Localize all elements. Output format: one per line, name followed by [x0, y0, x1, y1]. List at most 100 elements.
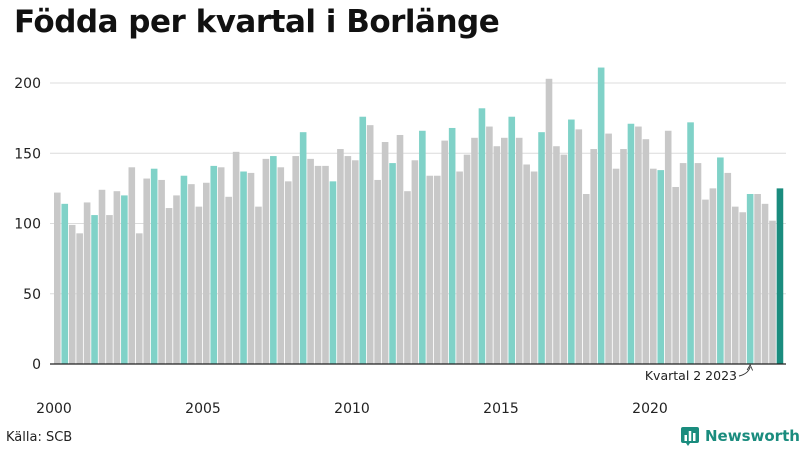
bar [419, 130, 426, 364]
bar [478, 108, 486, 364]
bar [150, 168, 158, 364]
source-note: Källa: SCB [6, 430, 73, 445]
bar [694, 163, 702, 364]
bar [739, 212, 746, 364]
bar [322, 165, 329, 364]
y-tick-label: 0 [32, 357, 41, 373]
bar [270, 156, 277, 364]
bar [374, 179, 381, 364]
bar [121, 195, 128, 364]
bar [575, 129, 583, 364]
bar [545, 78, 553, 364]
bar [91, 215, 98, 364]
bar [113, 191, 121, 364]
bar [396, 134, 404, 364]
bar [366, 125, 374, 365]
bar [486, 126, 493, 365]
annotation-arrowhead [746, 364, 754, 371]
bar [352, 160, 359, 364]
bar [568, 119, 575, 364]
bar [203, 182, 210, 364]
bar [314, 165, 322, 364]
bar [411, 160, 419, 364]
bar [523, 164, 530, 364]
bar [590, 149, 597, 364]
bar [687, 122, 694, 364]
bar [61, 203, 69, 364]
bar [225, 196, 232, 364]
bar [530, 171, 538, 364]
bar [553, 146, 560, 364]
bar [389, 163, 396, 364]
y-tick-label: 200 [14, 76, 41, 92]
bar [664, 130, 672, 364]
bar [128, 167, 136, 364]
bar [508, 116, 516, 364]
bar [754, 193, 761, 364]
bar [501, 137, 508, 364]
bar [456, 171, 463, 364]
bar [195, 206, 203, 364]
y-tick-label: 100 [14, 217, 41, 233]
bar [627, 123, 635, 365]
bar [344, 156, 352, 364]
bar [560, 154, 568, 364]
bar [217, 167, 225, 364]
bar [232, 151, 240, 364]
bar [426, 175, 434, 364]
bar [441, 140, 448, 364]
bar [612, 168, 620, 364]
bar [582, 193, 590, 364]
bar [746, 193, 754, 364]
y-tick-label: 50 [23, 287, 41, 303]
bar [83, 202, 91, 364]
bar [404, 191, 411, 364]
bar [307, 158, 314, 364]
bar [68, 224, 76, 364]
bar [180, 175, 188, 364]
bar [188, 184, 195, 364]
bar [679, 163, 687, 364]
bar [277, 167, 285, 364]
bar [292, 156, 299, 364]
bar [709, 188, 717, 364]
bar [299, 132, 307, 364]
bar [158, 179, 165, 364]
bar [337, 149, 344, 364]
bar [240, 171, 247, 364]
chart-title: Födda per kvartal i Borlänge [14, 4, 500, 40]
bar [702, 199, 709, 364]
bar [657, 170, 665, 364]
bar [359, 116, 367, 364]
bar [262, 158, 270, 364]
bar [106, 215, 113, 364]
bar [597, 67, 605, 365]
x-tick-label: 2015 [483, 401, 519, 417]
bar-chart-logo-icon [681, 427, 699, 446]
x-tick-label: 2005 [185, 401, 221, 417]
bar [672, 186, 679, 364]
annotation-label: Kvartal 2 2023 [645, 368, 737, 383]
bar [329, 181, 337, 364]
bar [143, 178, 150, 364]
brand-logo[interactable]: Newsworthy [680, 426, 800, 446]
bar [448, 127, 456, 365]
brand-name: Newsworthy [705, 427, 800, 445]
bar [76, 233, 83, 364]
bar [433, 175, 441, 364]
bar [255, 206, 262, 364]
bar [471, 137, 478, 364]
bar [620, 149, 627, 364]
bar [724, 172, 732, 364]
bar [642, 139, 650, 364]
x-tick-label: 2000 [36, 401, 72, 417]
bar [54, 192, 61, 364]
bar [635, 126, 642, 365]
bar [717, 157, 724, 364]
x-tick-label: 2010 [334, 401, 370, 417]
bar [463, 154, 471, 364]
bar [247, 172, 255, 364]
annotation-arrow [738, 366, 751, 377]
bar [493, 146, 501, 364]
